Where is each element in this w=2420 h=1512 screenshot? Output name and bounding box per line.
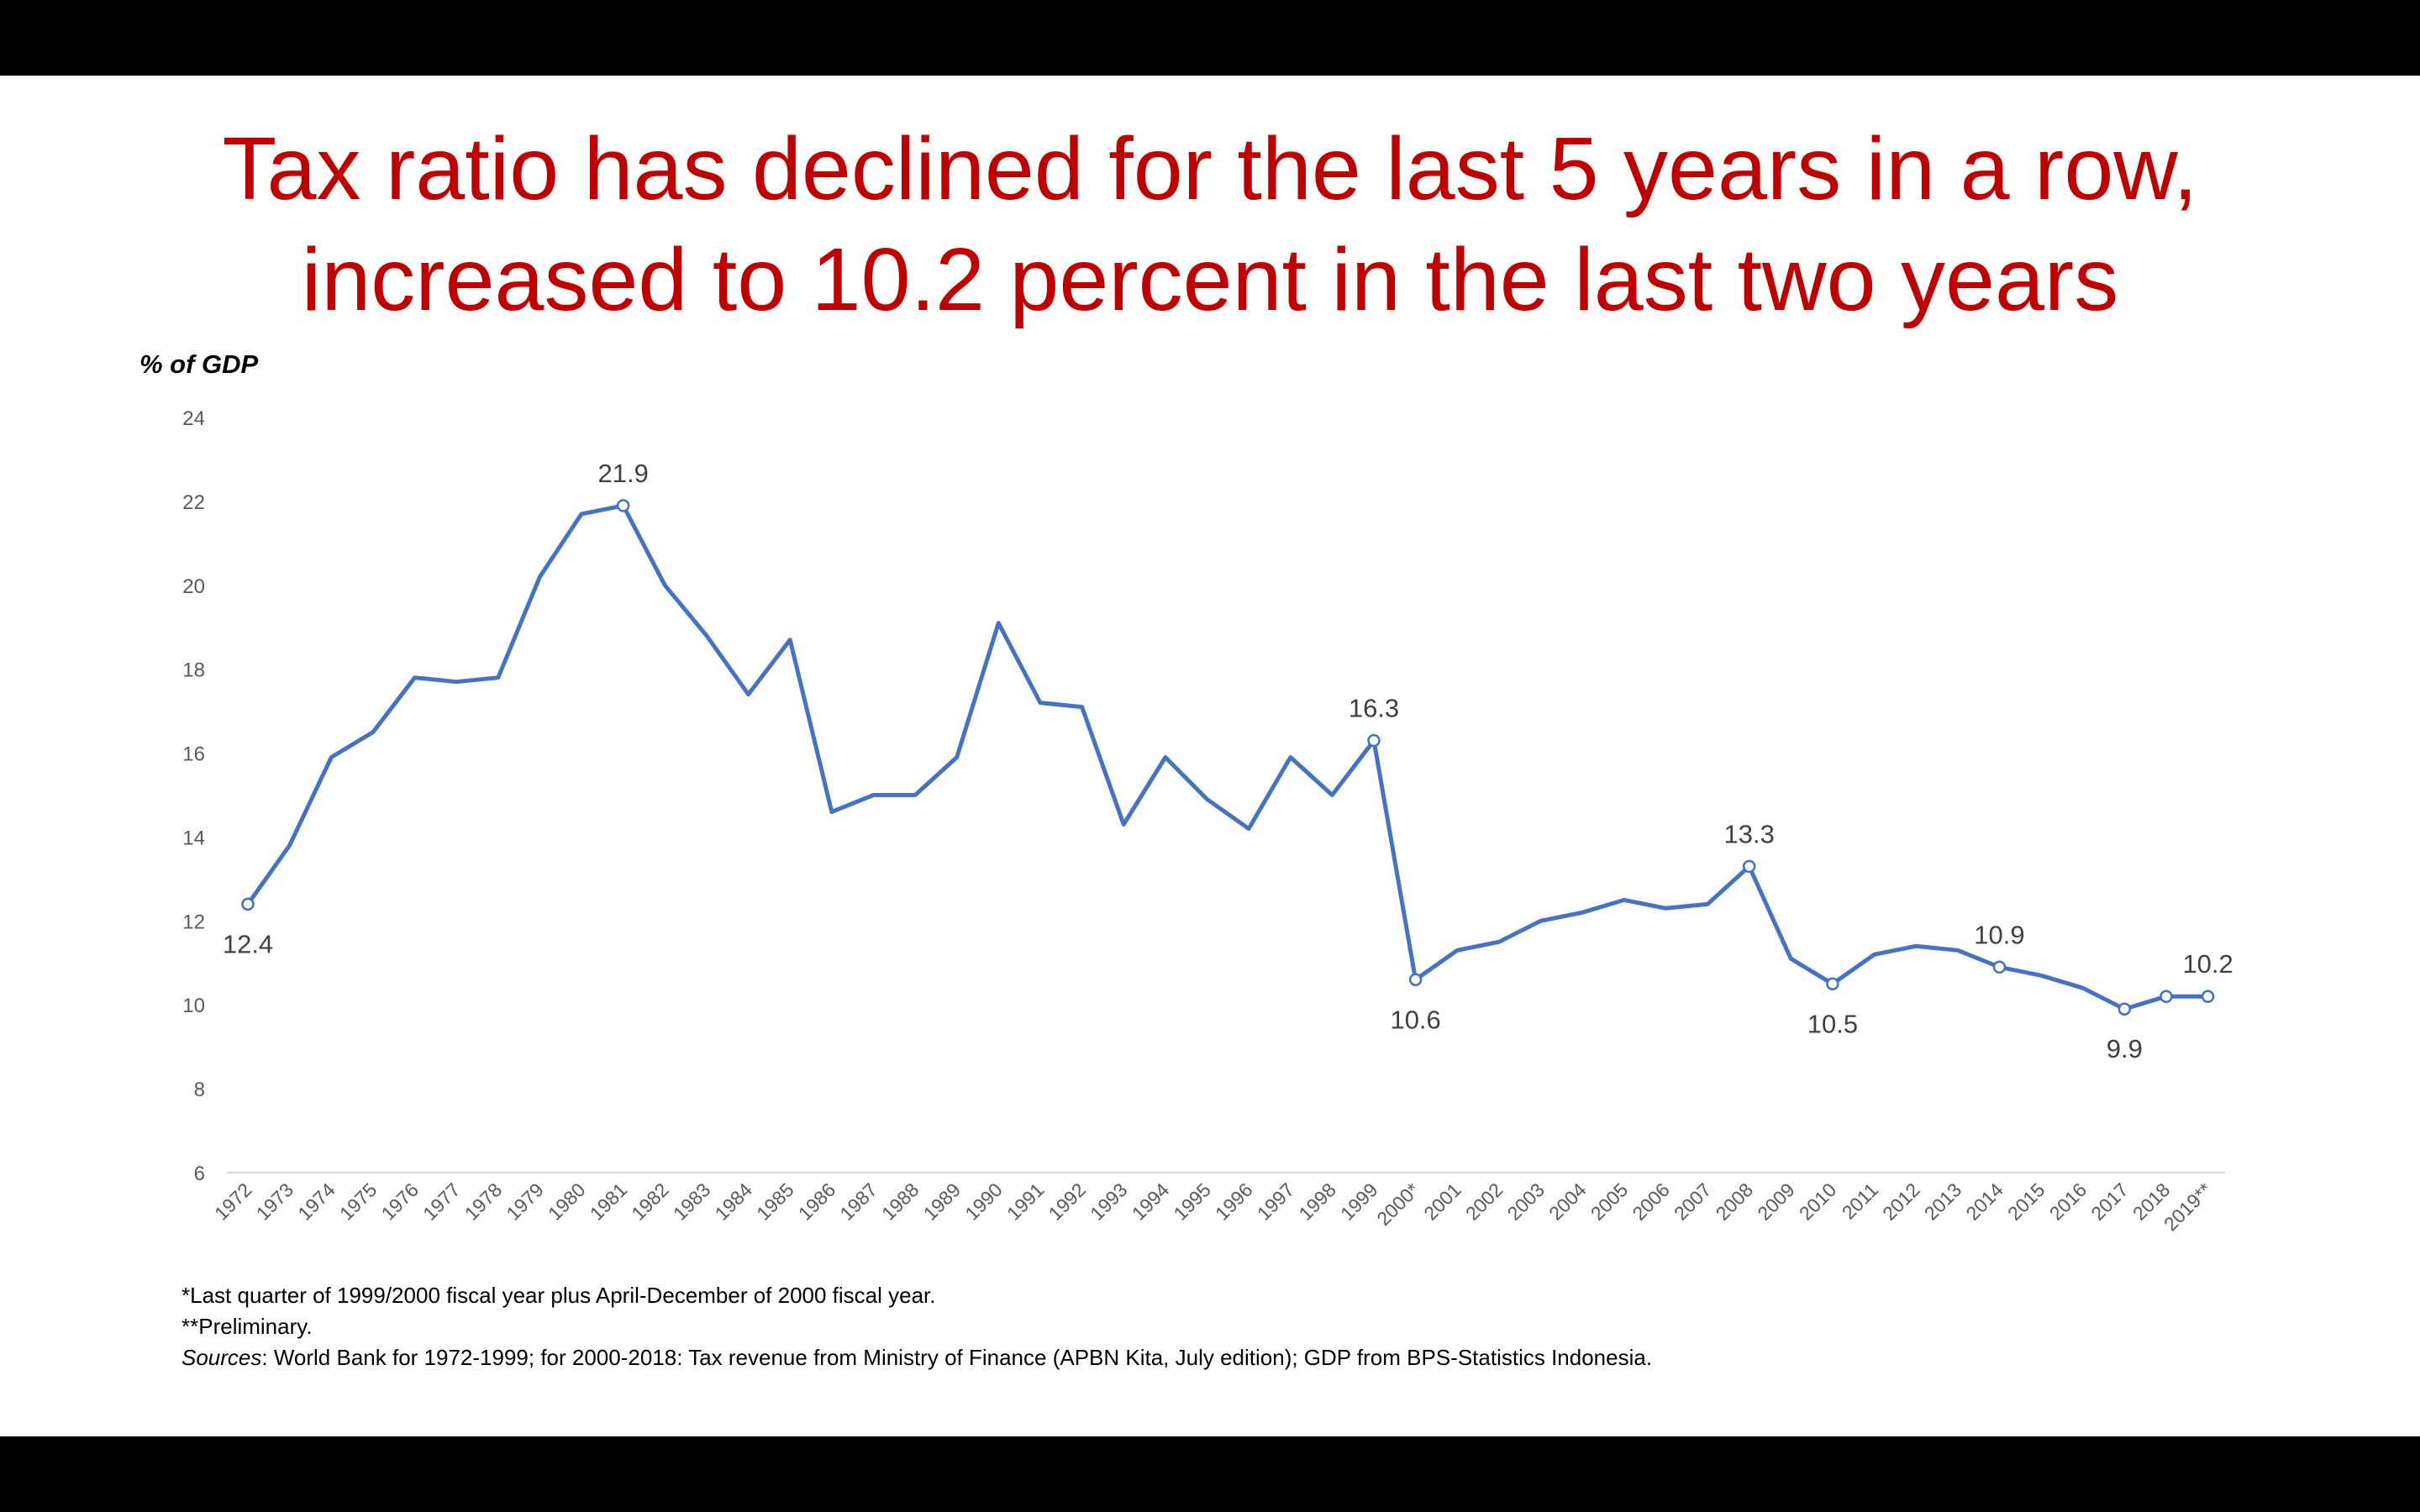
x-tick-label: 2010 [1795,1179,1841,1225]
footnotes: *Last quarter of 1999/2000 fiscal year p… [182,1280,1652,1373]
y-tick-label: 14 [182,827,205,849]
y-axis-label: % of GDP [139,349,259,379]
data-point-markers [241,499,2215,1016]
data-point-marker [1992,960,2007,974]
data-labels: 12.4 21.9 16.3 10.6 13.3 10.5 10.9 9.9 10.2 [223,459,2233,1063]
data-label: 13.3 [1724,819,1775,848]
data-point-marker [2201,990,2215,1003]
x-tick-label: 1985 [752,1179,798,1225]
x-tick-label: 2019** [2160,1179,2216,1235]
x-tick-label: 2012 [1878,1179,1924,1225]
x-tick-label: 1983 [669,1179,715,1225]
x-tick-label: 2015 [2003,1179,2049,1225]
x-tick-label: 2000* [1372,1179,1423,1230]
y-axis-ticks: 6 8 10 12 14 16 18 20 22 24 [182,407,205,1185]
y-tick-label: 20 [182,575,205,598]
x-tick-label: 1986 [794,1179,840,1225]
x-tick-label: 1982 [627,1179,673,1225]
x-tick-label: 1976 [376,1179,423,1225]
x-tick-label: 2017 [2086,1179,2133,1225]
title-line-1: Tax ratio has declined for the last 5 ye… [222,119,2198,218]
sources-label: Sources [182,1345,262,1370]
data-label: 12.4 [223,929,273,958]
y-tick-label: 6 [194,1163,205,1185]
data-point-marker [2118,1002,2132,1016]
x-tick-label: 1996 [1211,1179,1257,1225]
x-tick-label: 2001 [1419,1179,1465,1225]
x-tick-label: 1991 [1002,1179,1049,1225]
x-tick-label: 1997 [1253,1179,1299,1225]
slide: Tax ratio has declined for the last 5 ye… [0,76,2420,1436]
y-tick-label: 8 [194,1079,205,1101]
y-tick-label: 18 [182,659,205,682]
data-label: 21.9 [597,459,648,488]
x-tick-label: 1990 [960,1179,1007,1225]
x-axis-ticks: 1972197319741975197619771978197919801981… [210,1179,2216,1235]
series-line-tax-ratio [245,503,2211,1011]
x-tick-label: 1998 [1294,1179,1340,1225]
slide-title: Tax ratio has declined for the last 5 ye… [0,113,2420,335]
data-point-marker [2160,990,2173,1003]
y-tick-label: 16 [182,743,205,766]
data-label: 10.2 [2182,949,2233,979]
x-tick-label: 2008 [1712,1179,1758,1225]
y-tick-label: 24 [182,407,205,430]
x-tick-label: 1973 [252,1179,298,1225]
x-tick-label: 1972 [210,1179,256,1225]
x-tick-label: 1992 [1044,1179,1091,1225]
x-tick-label: 2002 [1461,1179,1507,1225]
data-point-marker [1408,973,1423,987]
x-tick-label: 2003 [1502,1179,1549,1225]
x-tick-label: 1975 [335,1179,381,1225]
x-tick-label: 1987 [835,1179,881,1225]
data-label: 10.6 [1390,1005,1440,1034]
y-tick-label: 22 [182,491,205,514]
x-tick-label: 2004 [1544,1179,1591,1225]
x-tick-label: 1979 [502,1179,548,1225]
data-point-marker [1742,859,1756,874]
x-tick-label: 2016 [2045,1179,2091,1225]
data-point-marker [241,897,255,911]
data-label: 9.9 [2107,1034,2143,1063]
x-tick-label: 1988 [877,1179,923,1225]
data-label: 10.5 [1807,1009,1858,1038]
x-tick-label: 2009 [1753,1179,1799,1225]
footnote-2: **Preliminary. [182,1314,313,1339]
data-label: 16.3 [1349,694,1399,723]
sources-text: : World Bank for 1972-1999; for 2000-201… [261,1345,1653,1370]
x-tick-label: 1989 [919,1179,965,1225]
x-tick-label: 1981 [586,1179,632,1225]
x-tick-label: 2011 [1838,1179,1882,1223]
x-tick-label: 2006 [1628,1179,1674,1225]
data-label: 10.9 [1974,920,2024,949]
y-tick-label: 12 [182,911,205,933]
title-line-2: increased to 10.2 percent in the last tw… [301,230,2119,329]
x-tick-label: 1980 [544,1179,590,1225]
data-point-marker [1367,733,1381,748]
x-tick-label: 1978 [460,1179,507,1225]
y-tick-label: 10 [182,995,205,1017]
x-tick-label: 2007 [1670,1179,1716,1225]
x-tick-label: 1995 [1169,1179,1215,1225]
data-point-marker [1826,977,1839,990]
x-tick-label: 1984 [711,1179,757,1225]
x-tick-label: 1993 [1086,1179,1132,1225]
x-tick-label: 2013 [1920,1179,1966,1225]
x-tick-label: 2014 [1961,1179,2007,1225]
x-tick-label: 1994 [1128,1179,1174,1225]
data-point-marker [616,499,630,512]
footnote-1: *Last quarter of 1999/2000 fiscal year p… [182,1283,936,1308]
x-tick-label: 1974 [293,1179,339,1225]
footnote-sources: Sources: World Bank for 1972-1999; for 2… [182,1342,1652,1373]
x-tick-label: 1977 [418,1179,465,1225]
x-tick-label: 2005 [1586,1179,1633,1225]
